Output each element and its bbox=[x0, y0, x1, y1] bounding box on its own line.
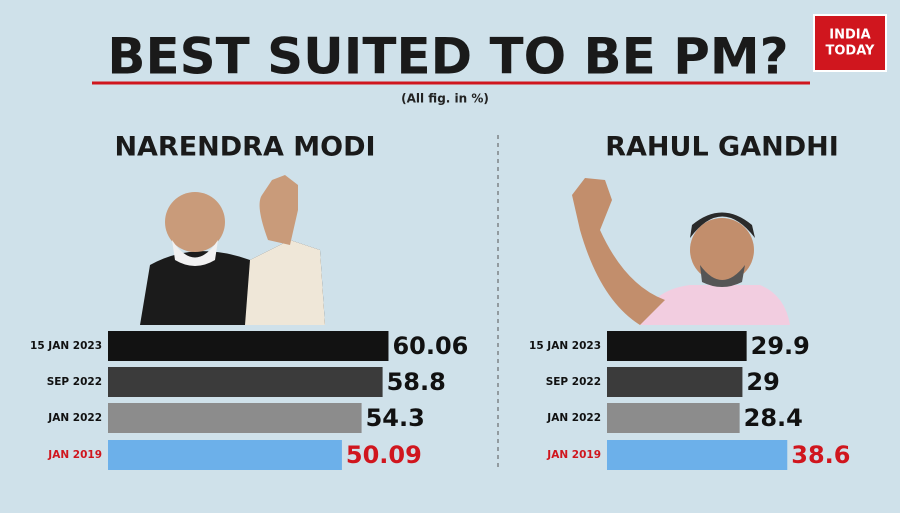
bar bbox=[108, 331, 389, 361]
value-label: 60.06 bbox=[392, 332, 468, 360]
value-label: 29 bbox=[746, 368, 779, 396]
logo-box bbox=[813, 14, 887, 72]
value-label: 29.9 bbox=[751, 332, 810, 360]
value-label: 58.8 bbox=[387, 368, 446, 396]
category-label: 15 JAN 2023 bbox=[529, 340, 601, 352]
category-label: SEP 2022 bbox=[47, 376, 102, 388]
subtitle: (All fig. in %) bbox=[401, 92, 489, 106]
logo-text: TODAY bbox=[826, 44, 876, 59]
bar bbox=[108, 440, 342, 470]
bar bbox=[108, 367, 383, 397]
category-label: JAN 2022 bbox=[546, 412, 601, 424]
title: BEST SUITED TO BE PM? bbox=[107, 28, 788, 86]
logo-text: INDIA bbox=[829, 28, 870, 43]
photo bbox=[140, 175, 325, 325]
chart-title: NARENDRA MODI bbox=[114, 132, 375, 163]
value-label: 28.4 bbox=[744, 404, 803, 432]
category-label: JAN 2019 bbox=[47, 449, 102, 461]
bar bbox=[108, 403, 362, 433]
photo bbox=[572, 178, 790, 325]
bar bbox=[607, 367, 743, 397]
value-label: 54.3 bbox=[366, 404, 425, 432]
category-label: JAN 2019 bbox=[546, 449, 601, 461]
value-label: 50.09 bbox=[346, 441, 422, 469]
bar bbox=[607, 331, 747, 361]
bar bbox=[607, 440, 788, 470]
category-label: 15 JAN 2023 bbox=[30, 340, 102, 352]
category-label: JAN 2022 bbox=[47, 412, 102, 424]
bar bbox=[607, 403, 740, 433]
value-label: 38.6 bbox=[791, 441, 850, 469]
category-label: SEP 2022 bbox=[546, 376, 601, 388]
chart-title: RAHUL GANDHI bbox=[605, 132, 839, 163]
